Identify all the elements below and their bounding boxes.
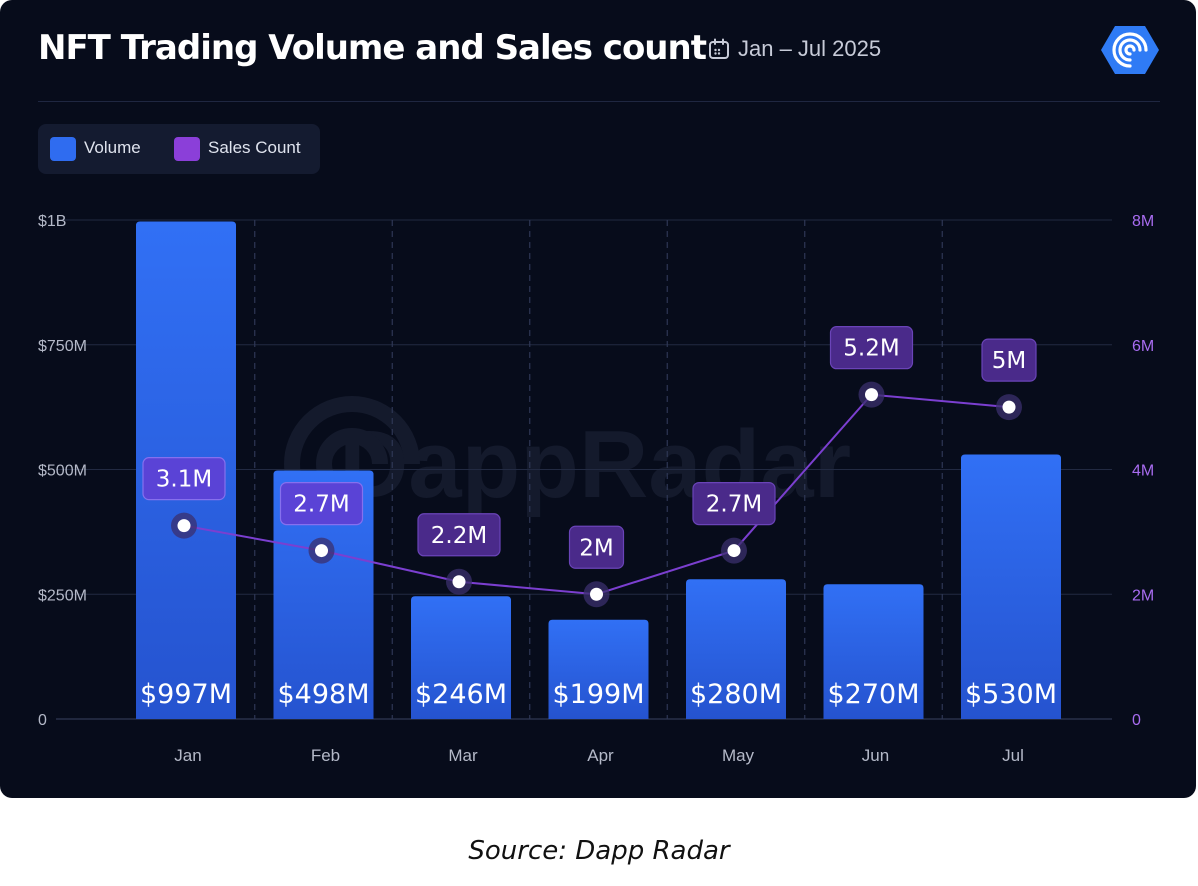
legend-swatch-sales-count — [174, 137, 200, 161]
sales-value-label: 5.2M — [843, 336, 899, 362]
sales-value-label-box — [417, 513, 501, 557]
y-right-tick-label: 4M — [1132, 463, 1154, 480]
sales-value-label-box — [142, 457, 226, 501]
source-caption: Source: Dapp Radar — [468, 836, 730, 866]
y-left-tick-label: $750M — [38, 338, 87, 355]
legend: Volume Sales Count — [38, 124, 320, 174]
sales-value-label: 2.2M — [431, 523, 487, 549]
sales-value-label-box — [279, 481, 364, 526]
sales-value-label-box — [568, 525, 625, 569]
sales-point — [1002, 400, 1016, 414]
y-right-tick-label: 2M — [1132, 587, 1154, 604]
bar-volume — [961, 454, 1061, 719]
bar-volume — [411, 596, 511, 719]
y-left-tick-label: 0 — [38, 712, 47, 729]
bar-value-label: $280M — [690, 679, 782, 710]
sales-point — [865, 388, 878, 402]
bar-volume — [823, 584, 924, 719]
sales-point — [177, 519, 191, 533]
sales-value-label: 3.1M — [156, 467, 212, 493]
bar-value-label: $997M — [140, 679, 232, 710]
sales-value-label: 2.7M — [293, 492, 349, 518]
sales-value-label: 5M — [992, 348, 1026, 374]
sales-point — [315, 544, 328, 558]
sales-value-label-box — [829, 326, 914, 370]
sales-value-label-box — [692, 481, 776, 526]
x-tick-label: Jun — [862, 746, 889, 765]
chart-title: NFT Trading Volume and Sales count — [38, 28, 707, 68]
sales-point — [590, 587, 603, 601]
calendar-icon — [709, 38, 729, 59]
bar-value-label: $530M — [965, 679, 1057, 710]
bar-volume — [548, 619, 649, 719]
bar-value-label: $199M — [552, 679, 644, 710]
y-right-tick-label: 8M — [1132, 213, 1154, 230]
bar-volume — [686, 579, 786, 719]
x-tick-label: Apr — [587, 746, 614, 765]
header-divider — [38, 101, 1160, 102]
sales-value-label: 2M — [579, 535, 613, 561]
x-tick-label: May — [722, 746, 755, 765]
sales-point — [727, 544, 741, 558]
y-left-tick-label: $250M — [38, 587, 87, 604]
sales-value-label-box — [981, 338, 1037, 382]
y-right-tick-label: 0 — [1132, 712, 1141, 729]
bar-value-label: $498M — [277, 679, 369, 710]
legend-swatch-volume — [50, 137, 76, 161]
chart-plot: DappRadar $997M $498M $246M $199M $280M $270M… — [38, 213, 1154, 765]
x-tick-label: Jul — [1002, 746, 1024, 765]
legend-label-volume: Volume — [84, 138, 141, 157]
x-tick-label: Feb — [311, 746, 340, 765]
dappradar-logo-icon — [1101, 26, 1159, 74]
date-range: Jan – Jul 2025 — [738, 36, 882, 61]
bar-value-label: $270M — [827, 679, 919, 710]
y-left-tick-label: $500M — [38, 463, 87, 480]
y-right-tick-label: 6M — [1132, 338, 1154, 355]
legend-label-sales-count: Sales Count — [208, 138, 301, 157]
bar-value-label: $246M — [415, 679, 507, 710]
x-tick-label: Jan — [174, 746, 201, 765]
sales-point — [452, 575, 466, 589]
x-tick-label: Mar — [448, 746, 478, 765]
bar-volume — [273, 470, 374, 719]
y-left-tick-label: $1B — [38, 213, 66, 230]
sales-value-label: 2.7M — [706, 492, 762, 518]
chart-card: NFT Trading Volume and Sales count Jan –… — [0, 0, 1196, 798]
